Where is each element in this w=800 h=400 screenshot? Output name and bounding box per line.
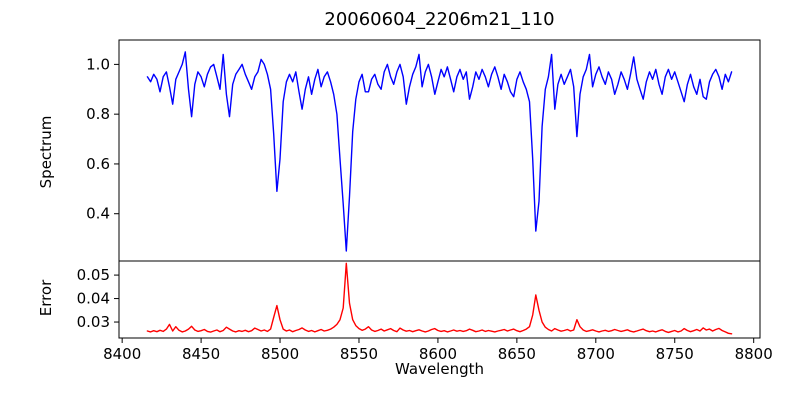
x-tick-label: 8500 xyxy=(261,345,299,363)
y-tick-label: 1.0 xyxy=(86,55,110,73)
error-line xyxy=(146,262,733,335)
x-tick-label: 8750 xyxy=(656,345,694,363)
plot-title: 20060604_2206m21_110 xyxy=(324,9,555,30)
y-tick-label: 0.03 xyxy=(77,313,110,331)
y-tick-label: 0.04 xyxy=(77,290,110,308)
x-tick-label: 8550 xyxy=(340,345,378,363)
x-tick-label: 8650 xyxy=(498,345,536,363)
spectrum-line xyxy=(146,51,733,252)
x-tick-label: 8600 xyxy=(419,345,457,363)
spectrum-y-axis-label: Spectrum xyxy=(37,115,55,189)
x-tick-label: 8400 xyxy=(103,345,141,363)
y-tick-label: 0.8 xyxy=(86,105,110,123)
x-tick-label: 8450 xyxy=(182,345,220,363)
x-axis-label: Wavelength xyxy=(395,360,484,378)
y-tick-label: 0.05 xyxy=(77,266,110,284)
x-tick-label: 8700 xyxy=(577,345,615,363)
y-tick-label: 0.6 xyxy=(86,155,110,173)
x-tick-label: 8800 xyxy=(735,345,773,363)
error-y-axis-label: Error xyxy=(37,279,55,317)
y-tick-label: 0.4 xyxy=(86,205,110,223)
error-panel-frame xyxy=(118,260,761,339)
